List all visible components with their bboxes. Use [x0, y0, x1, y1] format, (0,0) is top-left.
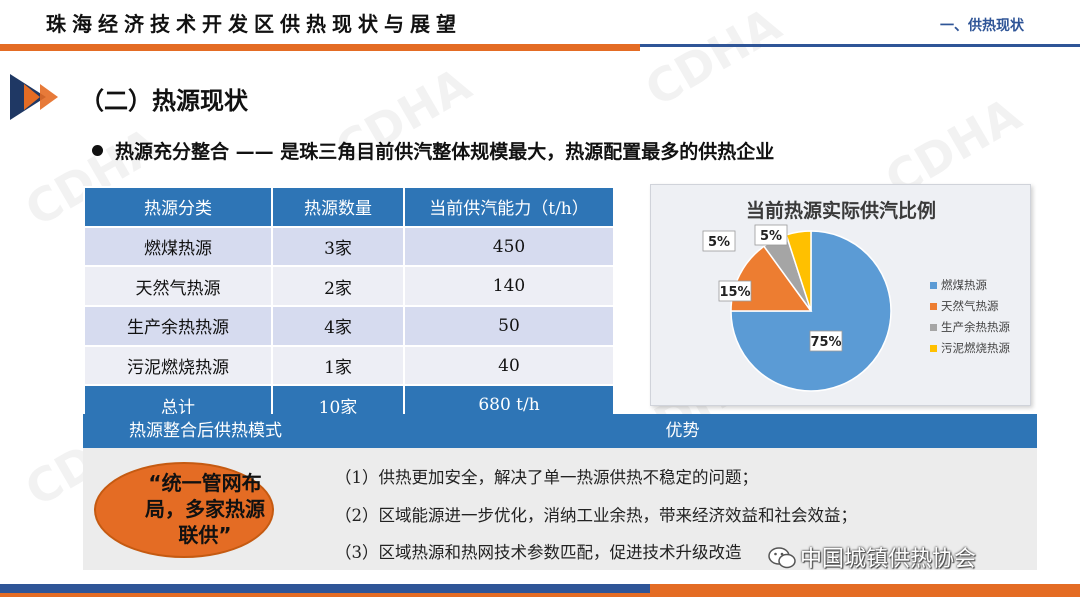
- watermark: CDHA: [636, 0, 790, 117]
- slide-header-title: 珠海经济技术开发区供热现状与展望: [46, 12, 462, 36]
- data-label-box: [809, 330, 843, 352]
- footer-accent-bar: [650, 584, 1080, 593]
- table-cell: 1家: [271, 344, 405, 387]
- table-header-cell: 当前供汽能力（t/h）: [403, 186, 615, 228]
- advantage-header-label: 优势: [665, 421, 700, 441]
- legend-swatch: [930, 282, 937, 289]
- mode-text-line: 联供”: [178, 523, 232, 547]
- table-cell: 天然气热源: [83, 265, 273, 308]
- mode-table-header: [83, 414, 1037, 448]
- advantage-item: （1）供热更加安全，解决了单一热源供热不稳定的问题；: [335, 468, 758, 487]
- table-cell: 燃煤热源: [83, 225, 273, 268]
- table-cell: 污泥燃烧热源: [83, 344, 273, 387]
- pie-chart-panel: 当前热源实际供汽比例 75% 15% 5% 5% 燃煤热源天然气热源生产余热热源 污泥燃烧热…: [650, 184, 1031, 406]
- data-label-box: [718, 280, 752, 302]
- pie-chart: 当前热源实际供汽比例 75% 15% 5% 5% 燃煤热源天然气热源生产余热热源污泥燃烧热…: [702, 199, 1010, 392]
- mode-text: “统一管网布 局，多家热源 联供”: [130, 470, 280, 548]
- data-label: 5%: [760, 229, 782, 244]
- data-label: 5%: [708, 235, 730, 250]
- bullet-text: 热源充分整合 —— 是珠三角目前供汽整体规模最大，热源配置最多的供热企业: [115, 141, 775, 163]
- legend-label: 燃煤热源: [941, 278, 987, 292]
- mode-text-line: “统一管网布: [148, 471, 262, 495]
- table-cell: 3家: [271, 225, 405, 268]
- wechat-icon: [768, 547, 796, 569]
- table-header-cell: 热源数量: [271, 186, 405, 228]
- legend-label: 污泥燃烧热源: [941, 341, 1010, 355]
- wechat-account-name: 中国城镇供热协会: [800, 547, 977, 572]
- arrow-icon: [10, 74, 58, 120]
- legend-swatch: [930, 345, 937, 352]
- table-row: 燃煤热源 3家 450: [83, 225, 615, 268]
- data-label-box: [754, 224, 788, 246]
- mode-oval: [94, 462, 274, 558]
- legend-label: 生产余热热源: [941, 320, 1010, 334]
- table-cell: 2家: [271, 265, 405, 308]
- table-cell: 140: [403, 265, 615, 308]
- advantage-item: （2）区域能源进一步优化，消纳工业余热，带来经济效益和社会效益；: [335, 506, 857, 525]
- mode-header-label: 热源整合后供热模式: [129, 421, 282, 441]
- table-cell: 4家: [271, 305, 405, 347]
- data-label-box: [702, 230, 736, 252]
- table-cell: 40: [403, 344, 615, 387]
- table-cell: 450: [403, 225, 615, 268]
- legend-swatch: [930, 324, 937, 331]
- footer-bar: [0, 584, 1080, 593]
- table-cell: 50: [403, 305, 615, 347]
- chart-title: 当前热源实际供汽比例: [746, 199, 936, 222]
- table-row: 天然气热源 2家 140: [83, 265, 615, 308]
- table-cell: 生产余热热源: [83, 305, 273, 347]
- section-label: 一、供热现状: [940, 18, 1024, 34]
- advantage-item: （3）区域热源和热网技术参数匹配，促进技术升级改造: [335, 543, 742, 562]
- header-accent-bar: [0, 44, 640, 51]
- mode-text-line: 局，多家热源: [145, 497, 265, 521]
- table-header-cell: 热源分类: [83, 186, 273, 228]
- bullet-dot-icon: [92, 145, 103, 156]
- data-label: 15%: [719, 285, 750, 300]
- table-row: 污泥燃烧热源 1家 40: [83, 344, 615, 387]
- heat-source-table: 热源分类 热源数量 当前供汽能力（t/h） 燃煤热源 3家 450 天然气热源 …: [83, 186, 615, 427]
- legend-label: 天然气热源: [941, 299, 999, 313]
- data-label: 75%: [810, 335, 841, 350]
- legend-swatch: [930, 303, 937, 310]
- table-row: 生产余热热源 4家 50: [83, 305, 615, 347]
- page-title: （二）热源现状: [80, 87, 248, 115]
- bullet-point: 热源充分整合 —— 是珠三角目前供汽整体规模最大，热源配置最多的供热企业: [92, 137, 774, 164]
- footer-accent-line: [0, 593, 1080, 597]
